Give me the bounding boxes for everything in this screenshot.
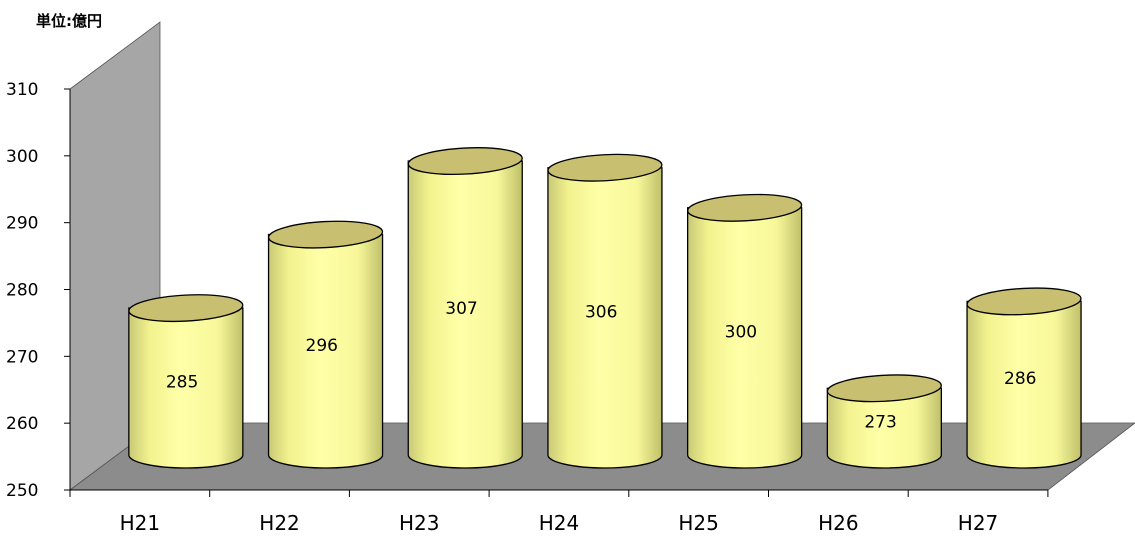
x-category-label: H23	[399, 511, 440, 535]
cylinder-body	[826, 387, 942, 469]
y-tick-label: 250	[6, 481, 38, 501]
x-category-label: H27	[958, 511, 999, 535]
cylinder-top	[547, 153, 663, 182]
data-label: 296	[306, 336, 338, 356]
data-label: 307	[445, 299, 477, 319]
cylinder-bar: 306	[547, 153, 663, 469]
cylinder-top	[267, 220, 384, 249]
y-tick-label: 260	[6, 414, 38, 434]
cylinder-bar: 273	[826, 374, 942, 469]
data-label: 306	[585, 302, 617, 322]
x-category-label: H21	[120, 511, 161, 535]
data-label: 285	[166, 373, 198, 393]
cylinder-bar: 285	[128, 294, 244, 469]
cylinder-bar: 300	[687, 193, 803, 469]
cylinder-body	[687, 207, 803, 469]
y-tick-label: 270	[6, 347, 38, 367]
x-category-label: H22	[259, 511, 300, 535]
cylinder-body	[547, 167, 663, 469]
cylinder-bar: 296	[267, 220, 384, 469]
y-tick-label: 300	[6, 147, 38, 167]
x-category-label: H26	[818, 511, 859, 535]
cylinder-body	[128, 307, 244, 469]
data-label: 286	[1004, 369, 1036, 389]
cylinder-bar: 307	[407, 147, 523, 469]
y-tick-label: 290	[6, 214, 38, 234]
cylinder-body	[407, 160, 523, 469]
data-label: 300	[725, 322, 757, 342]
cylinder-top	[687, 193, 803, 222]
cylinder-body	[267, 233, 384, 469]
data-label: 273	[864, 413, 896, 433]
cylinder-bar: 286	[966, 287, 1082, 469]
x-category-label: H25	[678, 511, 719, 535]
x-category-label: H24	[539, 511, 580, 535]
cylinder-top	[966, 287, 1082, 316]
y-tick-label: 280	[6, 281, 38, 301]
cylinder-top	[826, 374, 942, 403]
cylinder-top	[407, 147, 523, 176]
cylinder-top	[128, 294, 244, 323]
y-tick-label: 310	[6, 80, 38, 100]
cylinder-body	[966, 300, 1082, 469]
unit-label: 単位:億円	[36, 12, 102, 30]
